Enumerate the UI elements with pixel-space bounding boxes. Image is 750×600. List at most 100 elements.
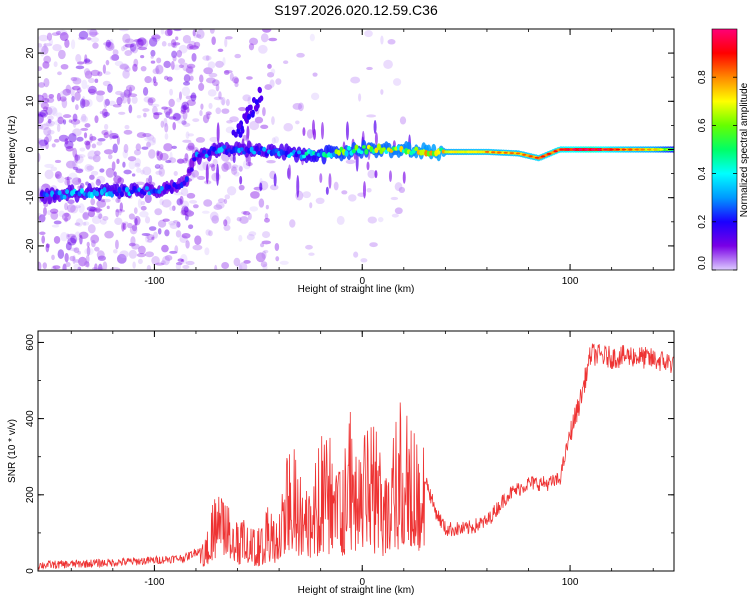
ridge-wisp (237, 123, 242, 130)
noise-blob (76, 136, 84, 142)
noise-blob (128, 249, 137, 259)
noise-blob (68, 119, 73, 123)
noise-blob (238, 107, 247, 112)
ridge-core (124, 186, 129, 193)
noise-blob (127, 156, 137, 162)
ridge-core (192, 157, 197, 162)
noise-blob (175, 114, 185, 124)
ridge-wisp (246, 113, 251, 120)
noise-blob (57, 71, 62, 76)
ridge-core (207, 149, 212, 156)
noise-blob (74, 153, 79, 163)
noise-blob (78, 256, 87, 267)
noise-blob (226, 186, 237, 196)
ridge-wisp (233, 131, 238, 138)
ridge-peak (578, 148, 583, 151)
noise-blob (137, 37, 147, 46)
noise-blob (89, 174, 95, 180)
noise-blob (171, 205, 176, 211)
noise-blob (103, 149, 114, 155)
noise-blob (212, 158, 218, 167)
noise-blob (191, 170, 199, 178)
noise-blob (143, 96, 152, 103)
snr-series-line (38, 343, 674, 571)
ridge-core (142, 191, 147, 196)
noise-blob (181, 86, 191, 97)
noise-blob (364, 30, 373, 38)
noise-blob (70, 118, 81, 125)
noise-blob (150, 60, 156, 64)
noise-blob (155, 64, 164, 75)
noise-blob (178, 58, 186, 65)
ridge-core (249, 146, 254, 153)
noise-blob (84, 70, 93, 79)
noise-blob (103, 41, 112, 46)
noise-blob (99, 111, 104, 115)
noise-blob (173, 220, 179, 224)
noise-blob (261, 231, 271, 239)
noise-blob (144, 76, 152, 84)
noise-blob (181, 258, 185, 263)
noise-blob (164, 29, 173, 37)
noise-blob (91, 143, 97, 149)
noise-blob (92, 154, 101, 163)
ridge-core (162, 189, 167, 195)
noise-blob (48, 93, 55, 99)
noise-blob (72, 128, 82, 137)
noise-blob (103, 111, 110, 117)
ridge-core (364, 148, 369, 155)
spectrogram-noise (38, 29, 412, 270)
noise-blob (98, 263, 103, 270)
noise-blob (88, 85, 97, 95)
noise-blob (146, 264, 152, 270)
noise-blob (186, 192, 196, 199)
noise-blob (65, 241, 72, 251)
noise-blob (270, 68, 276, 75)
noise-blob (165, 159, 172, 164)
noise-blob (180, 254, 188, 264)
noise-blob (84, 260, 90, 268)
noise-blob (53, 220, 62, 225)
noise-blob (50, 211, 59, 220)
noise-blob (197, 175, 206, 180)
noise-blob (140, 201, 146, 206)
noise-blob (121, 222, 125, 232)
noise-blob (182, 104, 188, 111)
noise-blob (205, 229, 211, 236)
noise-blob (151, 103, 160, 108)
noise-blob (390, 196, 399, 201)
noise-blob (45, 133, 52, 143)
noise-blob (81, 96, 86, 106)
noise-blob (182, 139, 192, 143)
noise-blob (128, 160, 136, 170)
noise-blob (155, 65, 159, 75)
ridge-wisp (259, 95, 264, 102)
noise-blob (122, 223, 127, 230)
ridge-wisp (254, 99, 259, 106)
ridge-peak (596, 148, 602, 151)
noise-blob (220, 96, 226, 106)
noise-blob (83, 68, 91, 76)
noise-blob (111, 46, 115, 51)
spectrogram-x-tick-label: -100 (144, 276, 164, 287)
noise-blob (64, 252, 69, 263)
noise-blob (141, 146, 149, 150)
noise-blob (38, 43, 43, 48)
ridge-core (199, 152, 204, 157)
noise-streak (245, 131, 249, 143)
noise-blob (279, 260, 289, 265)
noise-blob (148, 149, 156, 159)
noise-blob (136, 114, 142, 119)
noise-blob (94, 150, 101, 156)
noise-blob (106, 205, 110, 210)
noise-blob (41, 45, 49, 55)
noise-blob (229, 72, 234, 82)
noise-blob (185, 240, 190, 249)
noise-blob (221, 108, 230, 114)
noise-blob (192, 29, 196, 37)
noise-blob (194, 235, 202, 245)
noise-blob (192, 118, 200, 123)
noise-streak (205, 163, 209, 184)
noise-blob (172, 122, 176, 131)
noise-blob (97, 267, 104, 270)
